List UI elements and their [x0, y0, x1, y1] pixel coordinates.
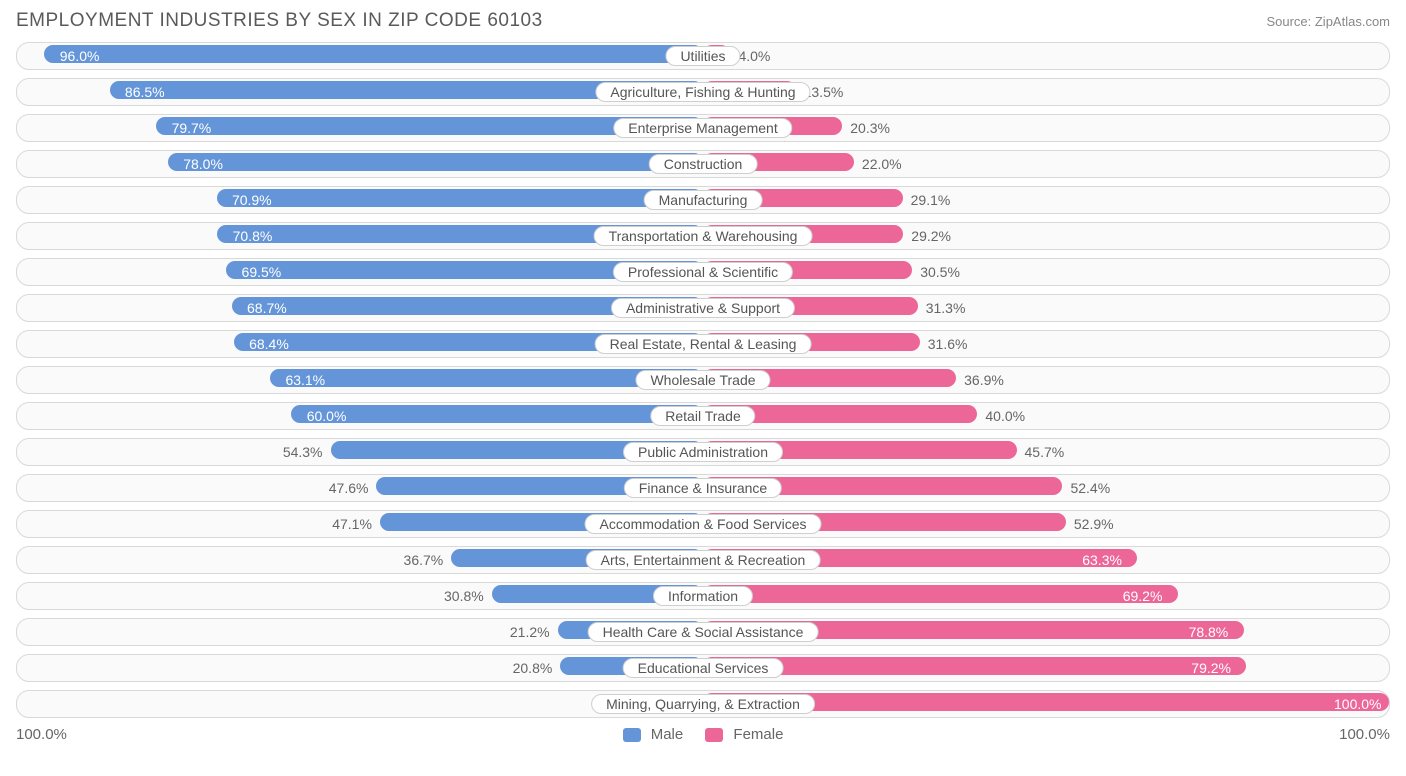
category-label: Enterprise Management	[613, 118, 792, 138]
category-label: Construction	[649, 154, 758, 174]
chart-row: 68.7% 31.3% Administrative & Support	[16, 294, 1390, 322]
chart-source: Source: ZipAtlas.com	[1266, 14, 1390, 29]
chart-row: 36.7% 63.3% Arts, Entertainment & Recreati…	[16, 546, 1390, 574]
chart-title: EMPLOYMENT INDUSTRIES BY SEX IN ZIP CODE…	[16, 10, 543, 32]
female-pct-label: 31.6%	[928, 336, 968, 352]
category-label: Health Care & Social Assistance	[588, 622, 819, 642]
chart-row: 70.8% 29.2% Transportation & Warehousing	[16, 222, 1390, 250]
chart-row: 86.5%13.5%Agriculture, Fishing & Hunting	[16, 78, 1390, 106]
category-label: Wholesale Trade	[635, 370, 770, 390]
female-swatch	[705, 728, 723, 742]
male-bar	[217, 189, 703, 207]
category-label: Mining, Quarrying, & Extraction	[591, 694, 815, 714]
category-label: Finance & Insurance	[624, 478, 782, 498]
male-pct-label: 68.7%	[247, 300, 287, 316]
female-pct-label: 36.9%	[964, 372, 1004, 388]
chart-row: 47.6% 52.4% Finance & Insurance	[16, 474, 1390, 502]
male-pct-label: 70.8%	[233, 228, 273, 244]
category-label: Retail Trade	[650, 406, 755, 426]
male-pct-label: 70.9%	[232, 192, 272, 208]
chart-header: EMPLOYMENT INDUSTRIES BY SEX IN ZIP CODE…	[16, 10, 1390, 32]
chart-row: 47.1% 52.9% Accommodation & Food Services	[16, 510, 1390, 538]
male-pct-label: 96.0%	[60, 48, 100, 64]
female-pct-label: 22.0%	[862, 156, 902, 172]
female-pct-label: 29.2%	[911, 228, 951, 244]
diverging-bar-chart: 96.0% 4.0%Utilities 86.5%13.5%Agriculture,…	[16, 42, 1390, 718]
male-pct-label: 86.5%	[125, 84, 165, 100]
male-pct-label: 68.4%	[249, 336, 289, 352]
female-pct-label: 79.2%	[1191, 660, 1231, 676]
category-label: Professional & Scientific	[613, 262, 793, 282]
chart-row: 68.4% 31.6% Real Estate, Rental & Leasing	[16, 330, 1390, 358]
female-pct-label: 78.8%	[1189, 624, 1229, 640]
male-pct-label: 69.5%	[242, 264, 282, 280]
category-label: Real Estate, Rental & Leasing	[595, 334, 812, 354]
male-pct-label: 36.7%	[404, 552, 444, 568]
axis-left-max: 100.0%	[16, 726, 67, 743]
male-pct-label: 54.3%	[283, 444, 323, 460]
legend-male: Male	[623, 726, 684, 743]
male-pct-label: 21.2%	[510, 624, 550, 640]
female-pct-label: 100.0%	[1334, 696, 1381, 712]
legend-female-label: Female	[733, 726, 783, 743]
category-label: Accommodation & Food Services	[585, 514, 822, 534]
male-pct-label: 63.1%	[285, 372, 325, 388]
category-label: Educational Services	[623, 658, 784, 678]
chart-row: 96.0% 4.0%Utilities	[16, 42, 1390, 70]
category-label: Arts, Entertainment & Recreation	[586, 550, 821, 570]
chart-row: 63.1% 36.9% Wholesale Trade	[16, 366, 1390, 394]
category-label: Information	[653, 586, 753, 606]
chart-row: 21.2% 78.8% Health Care & Social Assistanc…	[16, 618, 1390, 646]
legend: Male Female	[623, 726, 784, 743]
male-swatch	[623, 728, 641, 742]
chart-row: 78.0% 22.0% Construction	[16, 150, 1390, 178]
chart-row: 0.0%100.0%Mining, Quarrying, & Extractio…	[16, 690, 1390, 718]
female-pct-label: 69.2%	[1123, 588, 1163, 604]
chart-footer: 100.0% Male Female 100.0%	[16, 726, 1390, 743]
male-pct-label: 20.8%	[513, 660, 553, 676]
category-label: Transportation & Warehousing	[594, 226, 813, 246]
male-pct-label: 60.0%	[307, 408, 347, 424]
category-label: Administrative & Support	[611, 298, 795, 318]
female-pct-label: 40.0%	[985, 408, 1025, 424]
category-label: Agriculture, Fishing & Hunting	[595, 82, 810, 102]
female-bar	[703, 657, 1246, 675]
chart-row: 20.8% 79.2% Educational Services	[16, 654, 1390, 682]
female-pct-label: 63.3%	[1082, 552, 1122, 568]
male-bar	[168, 153, 703, 171]
chart-row: 79.7% 20.3% Enterprise Management	[16, 114, 1390, 142]
female-pct-label: 30.5%	[920, 264, 960, 280]
category-label: Public Administration	[623, 442, 783, 462]
male-bar	[44, 45, 703, 63]
male-pct-label: 79.7%	[172, 120, 212, 136]
male-bar	[291, 405, 703, 423]
category-label: Manufacturing	[644, 190, 763, 210]
legend-female: Female	[705, 726, 783, 743]
chart-row: 60.0% 40.0% Retail Trade	[16, 402, 1390, 430]
chart-row: 54.3% 45.7% Public Administration	[16, 438, 1390, 466]
axis-right-max: 100.0%	[1339, 726, 1390, 743]
male-pct-label: 78.0%	[183, 156, 223, 172]
chart-row: 30.8% 69.2% Information	[16, 582, 1390, 610]
male-pct-label: 30.8%	[444, 588, 484, 604]
legend-male-label: Male	[651, 726, 684, 743]
female-pct-label: 29.1%	[911, 192, 951, 208]
female-pct-label: 20.3%	[850, 120, 890, 136]
female-pct-label: 4.0%	[738, 48, 770, 64]
chart-row: 69.5% 30.5% Professional & Scientific	[16, 258, 1390, 286]
chart-row: 70.9% 29.1% Manufacturing	[16, 186, 1390, 214]
female-pct-label: 45.7%	[1025, 444, 1065, 460]
category-label: Utilities	[665, 46, 740, 66]
female-pct-label: 52.4%	[1070, 480, 1110, 496]
male-pct-label: 47.6%	[329, 480, 369, 496]
male-pct-label: 47.1%	[332, 516, 372, 532]
female-pct-label: 31.3%	[926, 300, 966, 316]
female-bar	[703, 585, 1178, 603]
female-pct-label: 52.9%	[1074, 516, 1114, 532]
